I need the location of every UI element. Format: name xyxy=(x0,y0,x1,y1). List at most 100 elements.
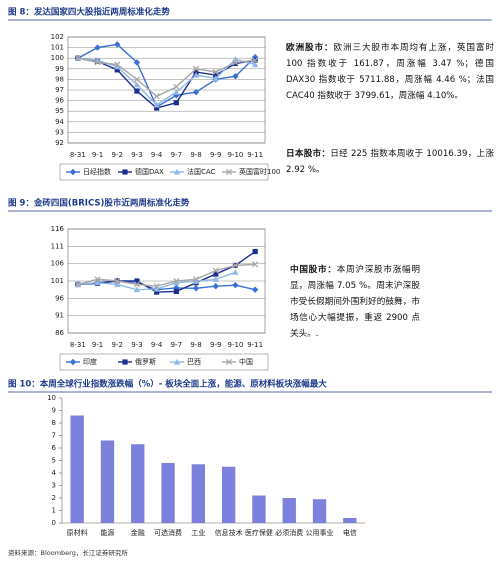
series-line xyxy=(77,250,256,293)
note-label: 欧洲股市： xyxy=(286,43,334,53)
marker xyxy=(213,72,219,78)
marker xyxy=(212,68,219,76)
marker xyxy=(225,358,233,366)
marker xyxy=(74,281,81,288)
marker xyxy=(74,55,81,62)
series-line xyxy=(77,57,256,98)
marker xyxy=(232,60,239,67)
x-tick-label: 电信 xyxy=(343,528,357,537)
y-tick-label: 96 xyxy=(55,294,64,302)
bar xyxy=(343,518,357,523)
plot-frame xyxy=(67,228,266,334)
y-tick-label: 1 xyxy=(52,507,56,515)
y-tick-label: 96 xyxy=(55,97,64,105)
x-tick-label: 工业 xyxy=(191,528,205,537)
x-tick-label: 9-2 xyxy=(112,341,123,349)
marker xyxy=(69,168,77,176)
note-text: 欧洲三大股市本周均有上涨，英国富时 100 指数收于 161.87，周涨幅 3.… xyxy=(286,43,494,101)
marker xyxy=(154,105,160,111)
bar xyxy=(312,499,327,523)
y-tick-label: 111 xyxy=(51,242,64,250)
marker xyxy=(94,279,101,286)
x-tick-label: 金融 xyxy=(131,528,145,537)
x-tick-label: 8-31 xyxy=(70,151,86,159)
marker xyxy=(114,277,121,285)
x-tick-label: 9-11 xyxy=(247,341,263,349)
marker xyxy=(133,59,141,66)
figure-caption: 图 10：本周全球行业指数涨跌幅（%）- 板块全面上涨，能源、原材料板块涨幅最大 xyxy=(8,379,327,390)
marker xyxy=(94,44,101,51)
marker xyxy=(252,57,259,64)
marker xyxy=(225,168,233,176)
note-china: 中国股市：本周沪深股市涨幅明显，周涨幅 7.05 %。周末沪深股市受长假期间外围… xyxy=(290,262,420,342)
bar xyxy=(282,498,296,523)
x-tick-label: 9-3 xyxy=(131,341,142,349)
marker xyxy=(192,88,200,96)
y-tick-label: 100 xyxy=(51,54,64,62)
legend-box xyxy=(59,353,269,371)
marker xyxy=(134,278,140,284)
marker xyxy=(114,61,121,68)
y-tick-label: 98 xyxy=(55,75,64,83)
marker xyxy=(133,76,141,83)
x-tick-label: 9-2 xyxy=(112,151,123,159)
marker xyxy=(134,88,140,94)
x-tick-label: 可选消费 xyxy=(154,528,182,537)
plot-frame xyxy=(67,36,266,144)
y-tick-label: 106 xyxy=(51,260,65,268)
y-tick-label: 102 xyxy=(51,33,64,41)
y-tick-label: 5 xyxy=(52,457,56,465)
marker xyxy=(192,285,200,292)
x-tick-label: 9-4 xyxy=(151,151,163,159)
y-tick-label: 9 xyxy=(52,407,56,415)
y-tick-label: 8 xyxy=(52,419,56,427)
y-tick-label: 95 xyxy=(55,107,64,115)
marker xyxy=(114,63,121,70)
marker xyxy=(232,59,239,66)
source: 资料来源：Bloomberg，长江证券研究所 xyxy=(8,549,128,557)
x-tick-label: 9-11 xyxy=(247,151,263,159)
marker xyxy=(173,279,180,286)
legend-label: 日经指数 xyxy=(83,167,111,176)
y-tick-label: 7 xyxy=(52,432,56,440)
marker xyxy=(154,289,160,295)
marker xyxy=(153,285,160,292)
y-tick-label: 91 xyxy=(55,312,64,320)
x-tick-label: 9-1 xyxy=(92,341,103,349)
marker xyxy=(173,100,179,106)
x-tick-label: 9-7 xyxy=(171,151,182,159)
x-tick-label: 9-4 xyxy=(151,341,163,349)
marker xyxy=(173,358,181,365)
marker xyxy=(232,262,239,269)
y-tick-label: 4 xyxy=(52,469,57,477)
marker xyxy=(252,248,258,255)
bar xyxy=(131,444,145,523)
x-tick-label: 9-8 xyxy=(190,341,201,349)
note-japan: 日本股市：日经 225 指数本周收于 10016.39，上涨 2.92 %。 xyxy=(286,146,494,178)
marker xyxy=(251,286,259,293)
marker xyxy=(94,276,101,283)
y-tick-label: 6 xyxy=(52,444,57,452)
marker xyxy=(252,61,259,68)
y-tick-label: 92 xyxy=(55,139,64,147)
legend-label: 中国 xyxy=(239,357,253,366)
marker xyxy=(173,277,180,285)
marker xyxy=(173,288,179,294)
legend-label: 德国DAX xyxy=(135,167,164,176)
legend-label: 巴西 xyxy=(187,358,201,366)
marker xyxy=(252,261,259,268)
marker xyxy=(192,72,200,78)
x-tick-label: 9-3 xyxy=(131,151,142,159)
y-tick-label: 101 xyxy=(51,44,64,52)
marker xyxy=(173,89,180,95)
x-tick-label: 9-7 xyxy=(171,341,182,349)
y-tick-label: 2 xyxy=(52,494,56,502)
note-label: 中国股市： xyxy=(290,265,337,275)
note-text: 本周沪深股市涨幅明显，周涨幅 7.05 %。周末沪深股市受长假期间外围利好的鼓舞… xyxy=(290,265,420,339)
marker xyxy=(94,59,101,66)
legend-label: 印度 xyxy=(83,357,97,366)
x-tick-label: 9-9 xyxy=(210,151,221,159)
marker xyxy=(173,83,180,90)
